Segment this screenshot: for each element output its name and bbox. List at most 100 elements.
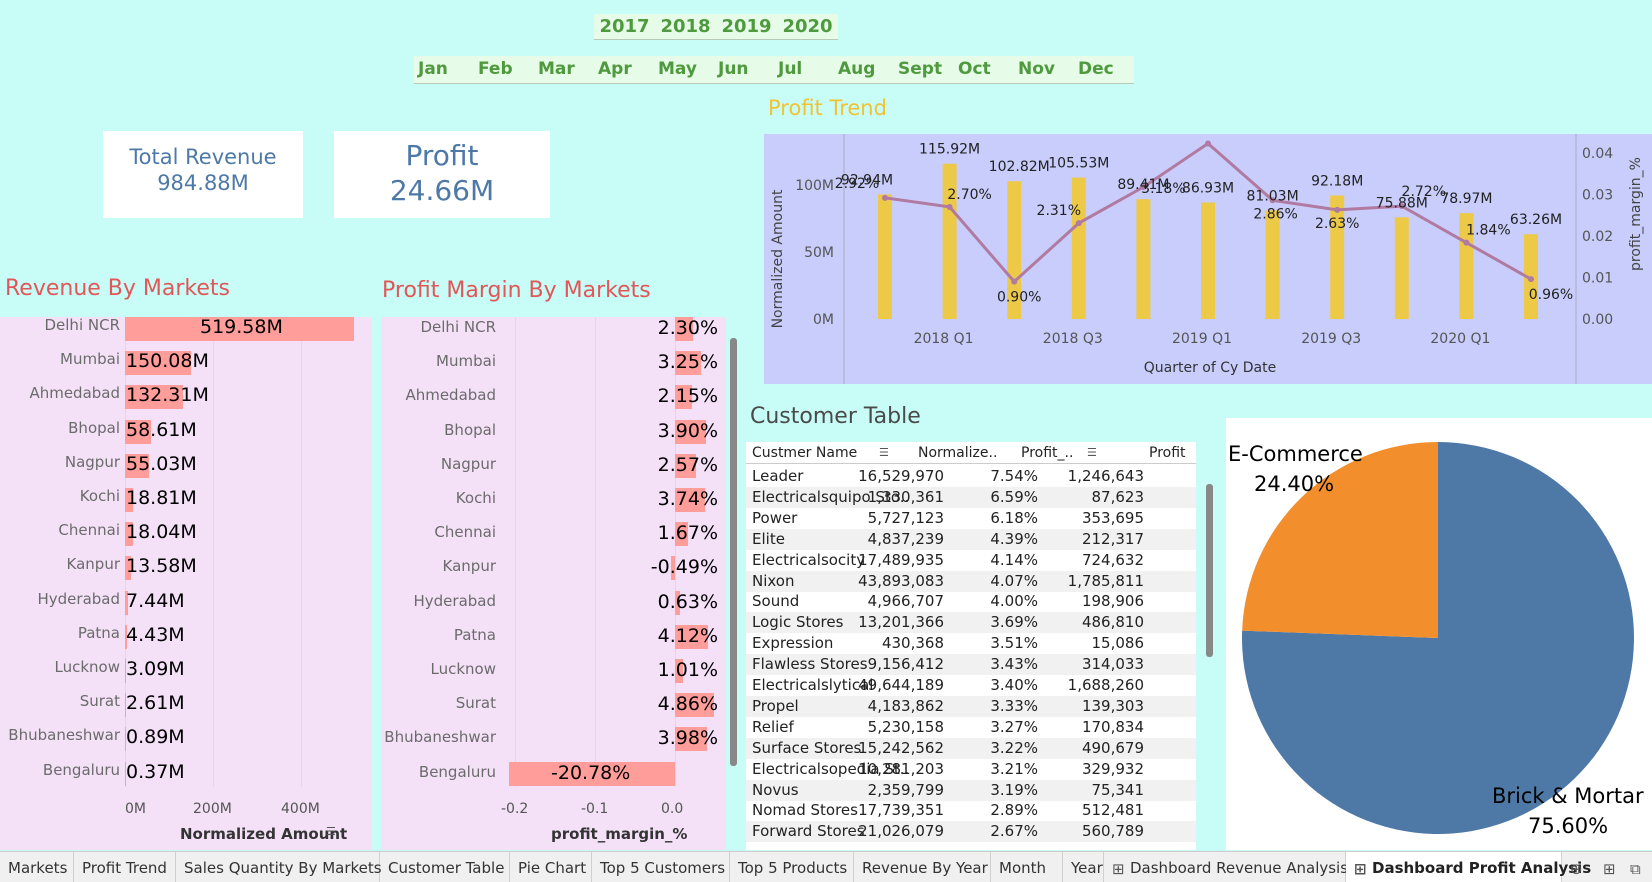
- profit-margin-bar[interactable]: [675, 419, 707, 444]
- month-apr[interactable]: Apr: [598, 59, 632, 79]
- profit-margin-bar[interactable]: [675, 624, 708, 649]
- sort-icon[interactable]: ☰: [1087, 446, 1097, 459]
- table-row[interactable]: Expression 430,368 3.51% 15,086: [746, 633, 1196, 654]
- sheet-tab-label: Dashboard Profit Analysis: [1372, 859, 1592, 877]
- sheet-tab[interactable]: Month: [991, 852, 1063, 882]
- sheet-tab[interactable]: ⊞ Dashboard Revenue Analysis: [1104, 852, 1348, 882]
- sheet-tab[interactable]: Year: [1063, 852, 1104, 882]
- market-label: Kanpur: [442, 557, 496, 576]
- profit-margin-value-label: 3.25%: [657, 351, 718, 374]
- year-2019[interactable]: 2019: [721, 16, 772, 37]
- table-row[interactable]: Surface Stores 15,242,562 3.22% 490,679: [746, 737, 1196, 759]
- profit-margin-bar[interactable]: [675, 727, 707, 752]
- month-nov[interactable]: Nov: [1018, 59, 1055, 79]
- table-row[interactable]: Nixon 43,893,083 4.07% 1,785,811: [746, 570, 1196, 592]
- revenue-bar[interactable]: [125, 419, 151, 444]
- sort-icon[interactable]: ☰: [326, 825, 336, 838]
- table-row[interactable]: Leader 16,529,970 7.54% 1,246,643: [746, 466, 1196, 487]
- sheet-tab[interactable]: Profit Trend: [74, 852, 176, 882]
- profit-margin-bar[interactable]: [508, 761, 675, 786]
- market-label: Kanpur: [66, 555, 120, 574]
- revenue-bar[interactable]: [125, 727, 126, 752]
- sheet-tab[interactable]: Revenue By Year: [854, 852, 991, 882]
- profit-margin-bar[interactable]: [675, 453, 696, 478]
- new-worksheet-icon[interactable]: ⊕: [1570, 860, 1583, 878]
- profit-margin-bar[interactable]: [675, 488, 705, 512]
- sheet-tab[interactable]: Top 5 Customers: [592, 852, 730, 882]
- month-oct[interactable]: Oct: [958, 59, 991, 79]
- revenue-bar[interactable]: [125, 761, 126, 786]
- profit-margin-bar[interactable]: [675, 590, 681, 615]
- month-dec[interactable]: Dec: [1078, 59, 1114, 79]
- revenue-bar[interactable]: [125, 522, 133, 547]
- profit-margin-bar[interactable]: [675, 659, 684, 683]
- sheet-tab[interactable]: Pie Chart: [510, 852, 592, 882]
- profit-margin-bar[interactable]: [671, 556, 675, 581]
- sheet-tab[interactable]: Markets: [0, 852, 74, 882]
- table-row[interactable]: Electricalsocity 17,489,935 4.14% 724,632: [746, 550, 1196, 571]
- table-row[interactable]: Novus 2,359,799 3.19% 75,341: [746, 779, 1196, 801]
- cell-customer-name: Nomad Stores: [752, 801, 858, 820]
- month-jun[interactable]: Jun: [718, 59, 749, 79]
- profit-margin-bar[interactable]: [675, 522, 689, 547]
- new-story-icon[interactable]: ⧉: [1630, 860, 1641, 878]
- margin-value-label: 2.86%: [1253, 206, 1297, 222]
- sheet-tab[interactable]: Top 5 Products: [730, 852, 854, 882]
- table-row[interactable]: Elite 4,837,239 4.39% 212,317: [746, 528, 1196, 550]
- profit-margin-scrollbar[interactable]: [730, 338, 737, 766]
- market-label: Nagpur: [440, 454, 496, 473]
- right-tick-label: 0.00: [1582, 312, 1613, 328]
- table-row[interactable]: Flawless Stores 9,156,412 3.43% 314,033: [746, 654, 1196, 676]
- revenue-bar[interactable]: [125, 317, 354, 341]
- revenue-bar[interactable]: [125, 659, 127, 683]
- table-row[interactable]: Logic Stores 13,201,366 3.69% 486,810: [746, 612, 1196, 634]
- profit-margin-bar[interactable]: [675, 317, 694, 341]
- month-may[interactable]: May: [658, 59, 697, 79]
- revenue-bar[interactable]: [125, 556, 131, 581]
- revenue-bar[interactable]: [125, 693, 127, 718]
- table-row[interactable]: Propel 4,183,862 3.33% 139,303: [746, 695, 1196, 717]
- table-row[interactable]: Relief 5,230,158 3.27% 170,834: [746, 717, 1196, 738]
- revenue-bar[interactable]: [125, 351, 192, 376]
- revenue-bar[interactable]: [125, 453, 150, 478]
- sheet-tab[interactable]: Sales Quantity By Markets: [176, 852, 382, 882]
- profit-margin-bar[interactable]: [675, 351, 701, 376]
- table-row[interactable]: Electricalsquipo Sto.. 1,330,361 6.59% 87,6…: [746, 486, 1196, 508]
- year-2017[interactable]: 2017: [599, 16, 650, 37]
- year-2020[interactable]: 2020: [782, 16, 833, 37]
- revenue-bar[interactable]: [125, 624, 127, 649]
- profit-margin-bar[interactable]: [675, 385, 693, 410]
- header-normalized[interactable]: Normalize..: [918, 445, 998, 461]
- table-row[interactable]: Sound 4,966,707 4.00% 198,906: [746, 591, 1196, 612]
- month-feb[interactable]: Feb: [478, 59, 513, 79]
- sheet-tab-label: Top 5 Customers: [600, 859, 726, 877]
- cell-customer-name: Power: [752, 508, 798, 527]
- market-label: Mumbai: [60, 350, 120, 369]
- month-jul[interactable]: Jul: [778, 59, 803, 79]
- month-jan[interactable]: Jan: [418, 59, 448, 79]
- revenue-bar[interactable]: [125, 385, 184, 410]
- pie-slice-ecommerce[interactable]: [1242, 442, 1438, 638]
- sort-icon[interactable]: ☰: [879, 446, 889, 459]
- header-profit[interactable]: Profit: [1149, 445, 1186, 461]
- month-mar[interactable]: Mar: [538, 59, 575, 79]
- revenue-bar[interactable]: [125, 590, 129, 615]
- table-row[interactable]: Electricalslytical 49,644,189 3.40% 1,688,2…: [746, 675, 1196, 696]
- sheet-tab[interactable]: ⊞ Dashboard Profit Analysis: [1346, 852, 1591, 882]
- cell-profit-margin: 3.69%: [990, 613, 1038, 632]
- header-customer-name[interactable]: Custmer Name: [752, 445, 858, 461]
- table-row[interactable]: Power 5,727,123 6.18% 353,695: [746, 508, 1196, 529]
- header-profit-margin[interactable]: Profit_..: [1021, 445, 1074, 461]
- table-row[interactable]: Forward Stores 21,026,079 2.67% 560,789: [746, 821, 1196, 843]
- table-row[interactable]: Electricalsopedia St.. 10,281,203 3.21% 329…: [746, 759, 1196, 780]
- year-2018[interactable]: 2018: [660, 16, 711, 37]
- table-row[interactable]: Nomad Stores 17,739,351 2.89% 512,481: [746, 800, 1196, 821]
- month-aug[interactable]: Aug: [838, 59, 876, 79]
- profit-margin-bar[interactable]: [675, 693, 714, 718]
- month-sept[interactable]: Sept: [898, 59, 943, 79]
- revenue-bar[interactable]: [125, 488, 134, 512]
- new-dashboard-icon[interactable]: ⊞: [1603, 860, 1616, 878]
- customer-table-scrollbar[interactable]: [1206, 484, 1213, 657]
- sheet-tab[interactable]: Customer Table: [380, 852, 510, 882]
- bar-value-label: 92.18M: [1311, 173, 1363, 189]
